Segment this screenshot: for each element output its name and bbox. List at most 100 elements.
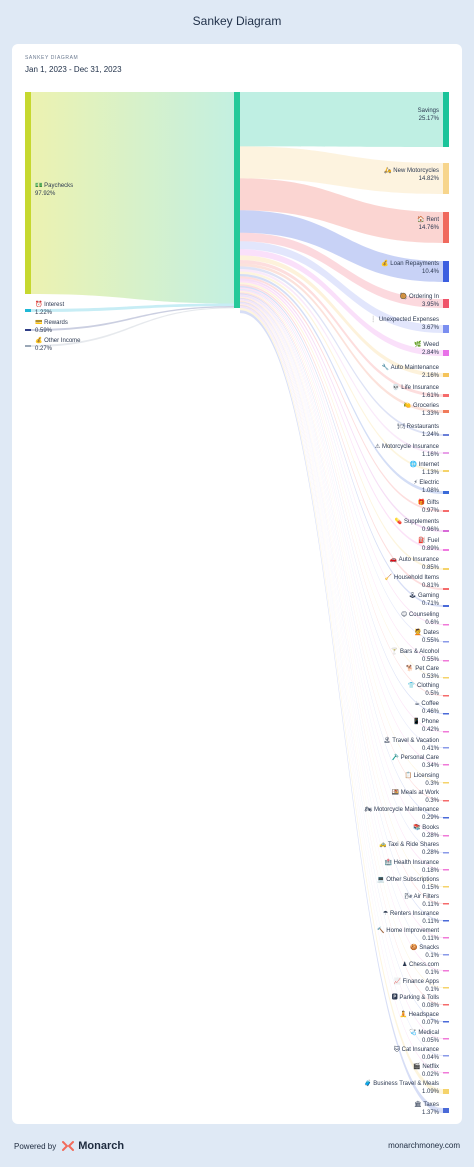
node-books[interactable] [443, 835, 449, 837]
node-gifts[interactable] [443, 510, 449, 512]
node-finance-apps[interactable] [443, 987, 449, 989]
label-meals-at-work: 🍱 Meals at Work [392, 789, 440, 796]
label-weed: 🌿 Weed [414, 340, 439, 348]
node-household-items[interactable] [443, 588, 449, 590]
label-travel-vacation: 🏝 Travel & Vacation [383, 736, 439, 744]
label-clothing: 👕 Clothing [408, 681, 439, 689]
link-restaurants [240, 266, 443, 436]
node-loan-repayments[interactable] [443, 261, 449, 282]
node-netflix[interactable] [443, 1072, 449, 1074]
link-household-items [240, 284, 443, 590]
node-weed[interactable] [443, 350, 449, 356]
link-life-insurance [240, 259, 443, 397]
link-auto-insurance [240, 282, 443, 570]
node-chess-com[interactable] [443, 970, 449, 972]
node-licensing[interactable] [443, 782, 449, 784]
node-gaming[interactable] [443, 605, 449, 607]
node-restaurants[interactable] [443, 434, 449, 436]
node-renters-insurance[interactable] [443, 920, 449, 922]
node-home-improvement[interactable] [443, 937, 449, 939]
node-ordering-in[interactable] [443, 299, 449, 308]
node-air-filters[interactable] [443, 903, 449, 905]
node-other-income[interactable] [25, 345, 31, 347]
value-renters-insurance: 0.11% [422, 919, 439, 925]
link-travel-vacation [240, 295, 443, 748]
node-interest[interactable] [25, 309, 31, 312]
node-savings[interactable] [443, 92, 449, 147]
label-auto-maintenance: 🔧 Auto Maintenance [382, 363, 440, 371]
node-fuel[interactable] [443, 549, 449, 551]
link-gifts [240, 276, 443, 512]
node-coffee[interactable] [443, 713, 449, 715]
node-counseling[interactable] [443, 624, 449, 626]
node-taxes[interactable] [443, 1108, 449, 1113]
link-motorcycle-insurance [240, 269, 443, 454]
node-medical[interactable] [443, 1038, 449, 1040]
label-restaurants: 🍽 Restaurants [397, 422, 439, 430]
node-travel-vacation[interactable] [443, 747, 449, 749]
label-loan-repayments: 💰 Loan Repayments [381, 259, 439, 267]
node-parking-tolls[interactable] [443, 1004, 449, 1006]
node-auto-maintenance[interactable] [443, 373, 449, 377]
date-range[interactable]: Jan 1, 2023 - Dec 31, 2023 [25, 65, 122, 74]
value-fuel: 0.89% [422, 546, 440, 552]
value-travel-vacation: 0.41% [422, 746, 440, 752]
label-taxi-ride-shares: 🚕 Taxi & Ride Shares [379, 842, 439, 848]
node-clothing[interactable] [443, 695, 449, 697]
node-supplements[interactable] [443, 530, 449, 532]
node-internet[interactable] [443, 470, 449, 472]
label-rewards: 💳 Rewards [35, 319, 68, 326]
label-medical: 🩺 Medical [409, 1028, 439, 1036]
node-unexpected-expenses[interactable] [443, 325, 449, 333]
node-meals-at-work[interactable] [443, 800, 449, 802]
node-paychecks[interactable] [25, 92, 31, 294]
footer-url[interactable]: monarchmoney.com [388, 1141, 460, 1150]
node-hub[interactable] [234, 92, 240, 308]
value-snacks: 0.1% [425, 953, 439, 959]
node-health-insurance[interactable] [443, 869, 449, 871]
link-headspace [240, 305, 443, 1023]
node-taxi-ride-shares[interactable] [443, 852, 449, 854]
link-meals-at-work [240, 297, 443, 801]
page-title: Sankey Diagram [192, 14, 282, 28]
label-auto-insurance: 🚗 Auto Insurance [390, 557, 440, 563]
link-home-improvement [240, 302, 443, 939]
monarch-logo-icon [62, 1141, 75, 1151]
link-licensing [240, 296, 443, 783]
link-medical [240, 306, 443, 1039]
node-motorcycle-maintenance[interactable] [443, 817, 449, 819]
label-groceries: 🍋 Groceries [404, 401, 439, 409]
node-personal-care[interactable] [443, 764, 449, 766]
node-auto-insurance[interactable] [443, 568, 449, 570]
node-dates[interactable] [443, 641, 449, 643]
value-headspace: 0.07% [422, 1020, 440, 1026]
node-phone[interactable] [443, 731, 449, 733]
value-business-travel-meals: 1.09% [422, 1089, 440, 1095]
node-snacks[interactable] [443, 954, 449, 956]
node-rent[interactable] [443, 212, 449, 243]
label-electric: ⚡ Electric [413, 479, 439, 486]
node-bars-alcohol[interactable] [443, 660, 449, 662]
node-business-travel-meals[interactable] [443, 1089, 449, 1094]
value-ordering-in: 3.95% [422, 302, 440, 308]
node-new-motorcycles[interactable] [443, 163, 449, 194]
footer-powered-by: Powered by Monarch [14, 1140, 124, 1152]
node-other-subscriptions[interactable] [443, 886, 449, 888]
value-paychecks: 97.92% [35, 191, 56, 197]
node-electric[interactable] [443, 491, 449, 494]
value-coffee: 0.46% [422, 709, 440, 715]
node-headspace[interactable] [443, 1021, 449, 1023]
link-renters-insurance [240, 301, 443, 921]
node-pet-care[interactable] [443, 677, 449, 679]
label-air-filters: 🌬 Air Filters [405, 892, 439, 900]
node-rewards[interactable] [25, 329, 31, 331]
value-dates: 0.55% [422, 638, 440, 644]
node-motorcycle-insurance[interactable] [443, 452, 449, 454]
label-counseling: 😊 Counseling [401, 611, 439, 618]
node-life-insurance[interactable] [443, 394, 449, 397]
node-groceries[interactable] [443, 410, 449, 413]
link-groceries [240, 263, 443, 413]
label-personal-care: 🪒 Personal Care [392, 753, 440, 761]
node-cat-insurance[interactable] [443, 1055, 449, 1057]
